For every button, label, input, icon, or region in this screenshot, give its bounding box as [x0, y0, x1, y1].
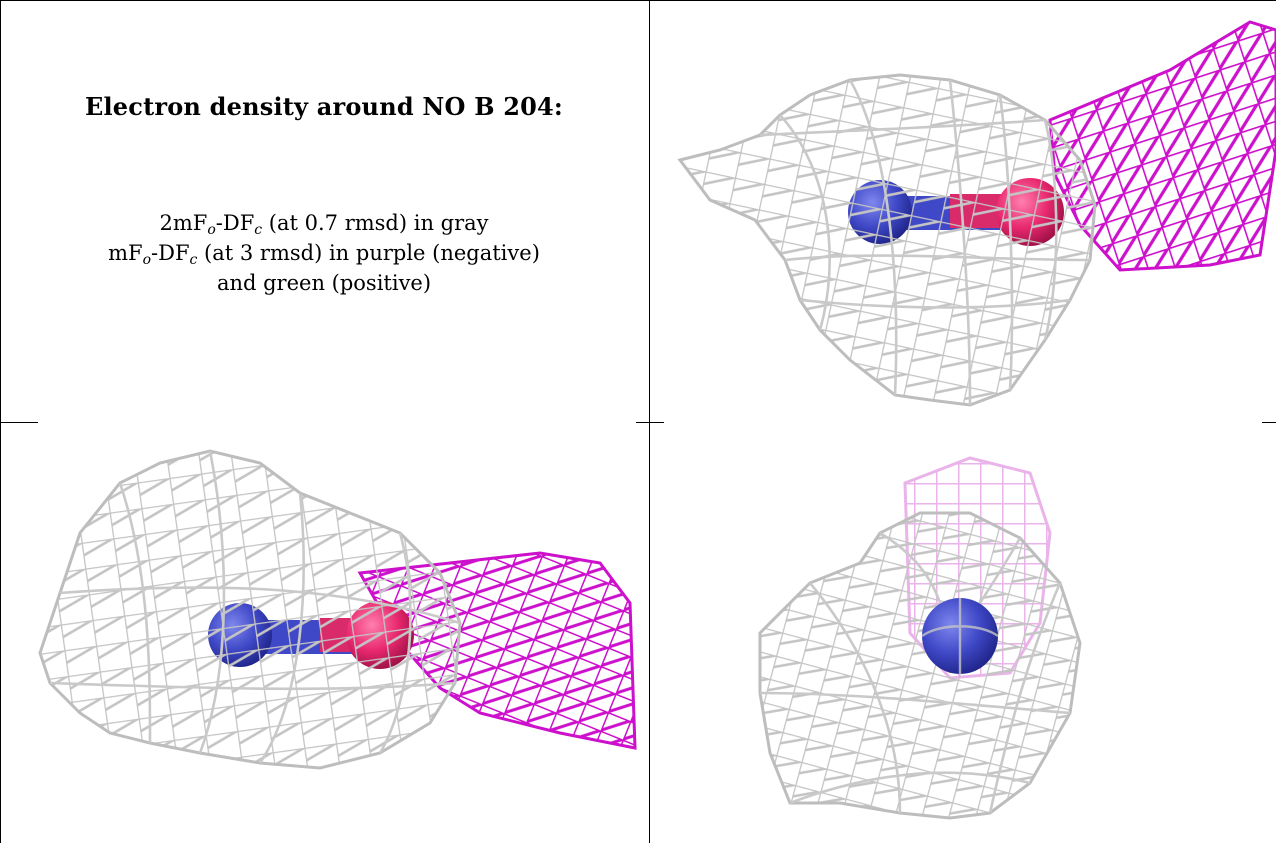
- density-render-1: [677, 20, 1276, 407]
- figure-description: 2mFo-DFc (at 0.7 rmsd) in gray mFo-DFc (…: [0, 208, 648, 298]
- panel-view-end-on: [650, 423, 1276, 843]
- table-border-left: [0, 0, 1, 843]
- table-divider-tick-left: [0, 422, 38, 423]
- caption-cell: Electron density around NO B 204: 2mFo-D…: [0, 0, 648, 422]
- panel-view-side-1: [650, 0, 1276, 422]
- table-divider-tick-mid: [636, 422, 664, 423]
- table-divider-tick-right: [1262, 422, 1276, 423]
- density-render-2: [38, 449, 637, 770]
- legend-line-purple: mFo-DFc (at 3 rmsd) in purple (negative): [108, 241, 540, 268]
- gray-2fofc-mesh: [38, 449, 462, 770]
- table-border-top: [0, 0, 1276, 1]
- gray-2fofc-mesh: [677, 73, 1097, 407]
- panel-view-side-2: [0, 423, 648, 843]
- table-divider-vertical: [649, 0, 650, 843]
- density-render-3: [758, 456, 1082, 820]
- legend-line-gray: 2mFo-DFc (at 0.7 rmsd) in gray: [159, 211, 489, 238]
- legend-line-green: and green (positive): [216, 271, 432, 295]
- figure-title: Electron density around NO B 204:: [85, 92, 563, 121]
